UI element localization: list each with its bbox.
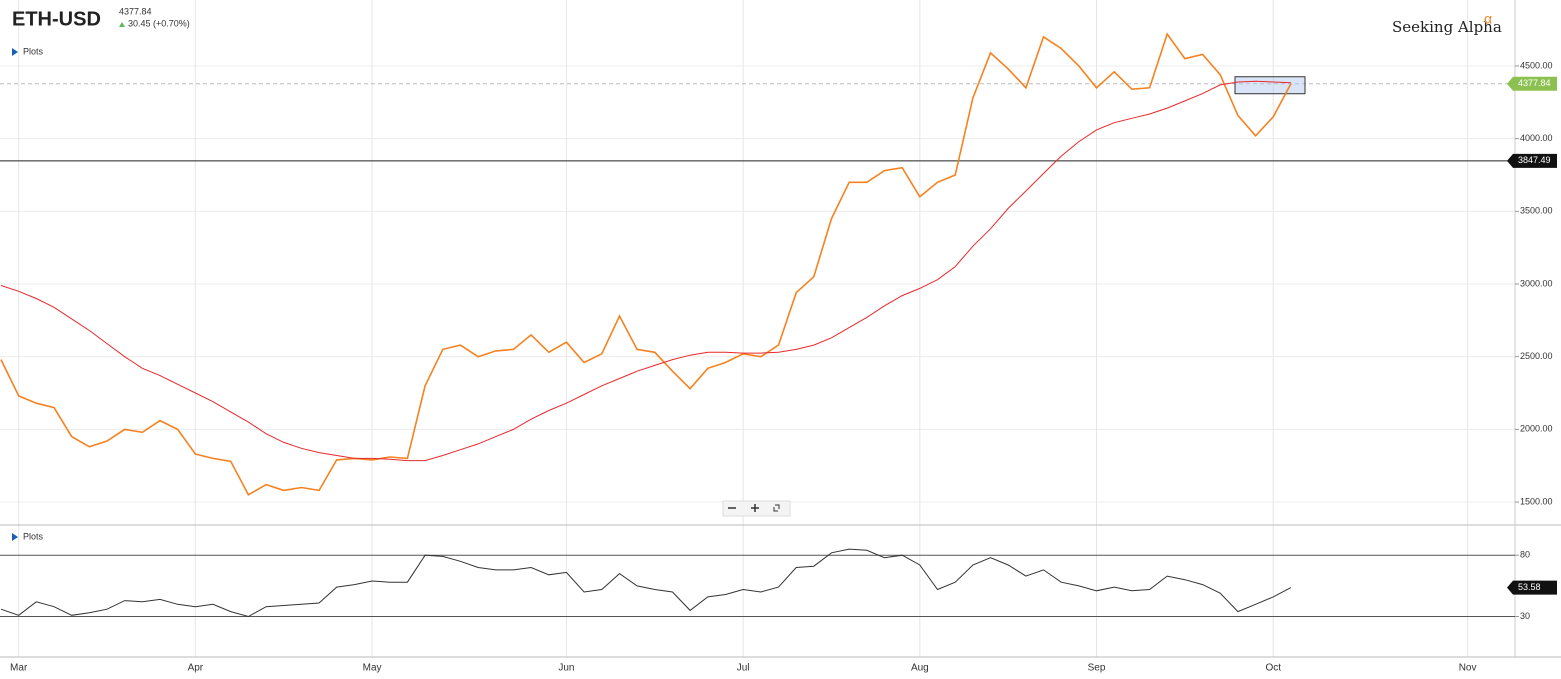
x-tick-label: Jun <box>558 663 574 674</box>
plots-toggle[interactable]: Plots <box>23 46 44 56</box>
x-tick-label: Aug <box>911 663 929 674</box>
focus-box <box>1234 76 1306 95</box>
zoom-controls[interactable] <box>722 500 791 517</box>
x-tick-label: Oct <box>1265 663 1281 674</box>
series-line <box>0 80 1291 462</box>
x-tick-label: May <box>363 663 382 674</box>
price: 4377.84 <box>119 6 152 16</box>
last-value-tag <box>1507 76 1557 91</box>
y-tick-label: 2000.00 <box>1520 424 1553 434</box>
toggle-icon[interactable] <box>12 48 18 56</box>
y-tick-label: 80 <box>1520 550 1530 560</box>
brand: Seeking Alpha <box>1392 18 1502 36</box>
brand-mark: α <box>1484 11 1492 27</box>
y-tick-label: 4500.00 <box>1520 60 1553 70</box>
y-tick-label: 2500.00 <box>1520 351 1553 361</box>
x-tick-label: Sep <box>1088 663 1106 674</box>
reference-label: 3847.49 <box>1518 155 1551 165</box>
x-tick-label: Jul <box>737 663 750 674</box>
toggle-icon[interactable] <box>12 533 18 541</box>
y-tick-label: 3000.00 <box>1520 278 1553 288</box>
y-tick-label: 3500.00 <box>1520 206 1553 216</box>
y-tick-label: 30 <box>1520 611 1530 621</box>
x-tick-label: Apr <box>188 663 204 674</box>
y-tick-label: 1500.00 <box>1520 496 1553 506</box>
last-value-tag <box>1507 580 1557 595</box>
fullscreen[interactable] <box>773 504 780 512</box>
reference-tag <box>1507 153 1557 168</box>
series-line <box>0 548 1292 618</box>
x-tick-label: Nov <box>1459 663 1477 674</box>
series-line <box>0 32 1292 496</box>
x-tick-label: Mar <box>10 663 28 674</box>
last-value-label: 4377.84 <box>1518 78 1551 88</box>
up-arrow <box>119 22 125 27</box>
y-tick-label: 4000.00 <box>1520 133 1553 143</box>
plots-toggle[interactable]: Plots <box>23 531 44 541</box>
change: 30.45 (+0.70%) <box>128 18 190 28</box>
last-value-label: 53.58 <box>1518 582 1541 592</box>
symbol: ETH-USD <box>12 8 101 30</box>
